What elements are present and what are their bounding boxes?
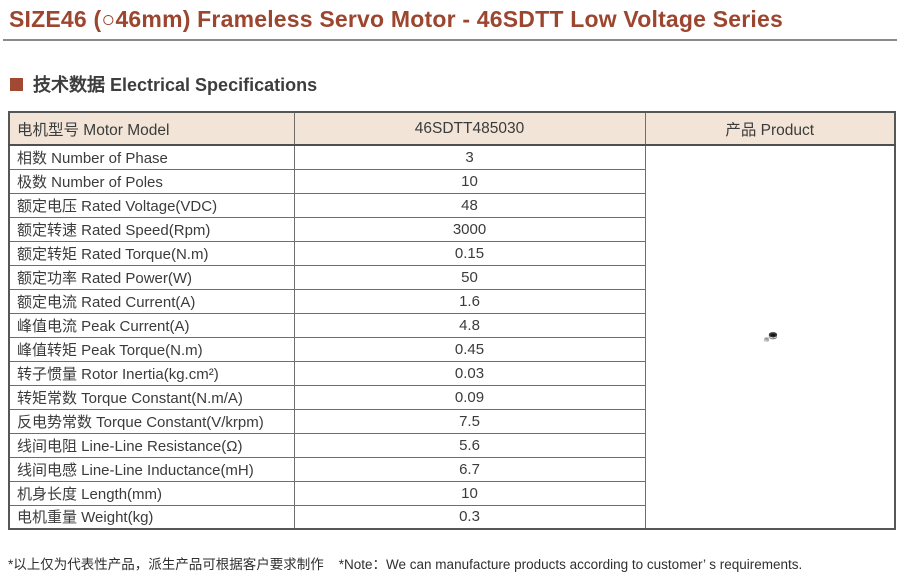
spec-row: 峰值转矩 Peak Torque(N.m) 0.45 [8,336,895,362]
spec-value: 10 [293,168,646,194]
spec-value: 0.09 [293,384,646,410]
spec-label: 额定转速 Rated Speed(Rpm) [8,216,295,242]
spec-value: 5.6 [293,432,646,458]
spec-label: 机身长度 Length(mm) [8,480,295,506]
spec-row: 机身长度 Length(mm) 10 [8,480,895,506]
product-image-cell [644,144,896,530]
spec-value: 0.3 [293,504,646,530]
spec-row: 额定转速 Rated Speed(Rpm) 3000 [8,216,895,242]
spec-value: 3 [293,144,646,170]
page-title: SIZE46 (○46mm) Frameless Servo Motor - 4… [9,6,784,32]
spec-value: 3000 [293,216,646,242]
spec-row: 线间电阻 Line-Line Resistance(Ω) 5.6 [8,432,895,458]
spec-row: 线间电感 Line-Line Inductance(mH) 6.7 [8,456,895,482]
spec-value: 1.6 [293,288,646,314]
product-photo-motor-stator-rotor [763,332,777,343]
spec-label: 极数 Number of Poles [8,168,295,194]
footnote: *以上仅为代表性产品，派生产品可根据客户要求制作 *Note：We can man… [8,553,802,573]
section-heading: 技术数据 Electrical Specifications [10,71,317,97]
spec-value: 50 [293,264,646,290]
spec-value: 0.45 [293,336,646,362]
spec-label: 电机重量 Weight(kg) [8,504,295,530]
spec-label: 峰值转矩 Peak Torque(N.m) [8,336,295,362]
spec-value: 4.8 [293,312,646,338]
spec-row: 额定电压 Rated Voltage(VDC) 48 [8,192,895,218]
spec-row: 额定转矩 Rated Torque(N.m) 0.15 [8,240,895,266]
spec-label: 额定转矩 Rated Torque(N.m) [8,240,295,266]
spec-label: 转子惯量 Rotor Inertia(kg.cm²) [8,360,295,386]
spec-label: 转矩常数 Torque Constant(N.m/A) [8,384,295,410]
column-header-product: 产品 Product [644,111,896,146]
spec-value: 0.15 [293,240,646,266]
spec-label: 线间电感 Line-Line Inductance(mH) [8,456,295,482]
spec-value: 6.7 [293,456,646,482]
column-header-motor-model: 电机型号 Motor Model [8,111,295,146]
table-header-row: 电机型号 Motor Model 46SDTT485030 产品 Product [8,111,896,146]
spec-row: 额定功率 Rated Power(W) 50 [8,264,895,290]
spec-label: 峰值电流 Peak Current(A) [8,312,295,338]
footnote-chinese: *以上仅为代表性产品，派生产品可根据客户要求制作 [8,557,324,572]
column-header-model-number: 46SDTT485030 [293,111,646,146]
spec-value: 0.03 [293,360,646,386]
footnote-english: *Note：We can manufacture products accord… [338,557,803,572]
spec-label: 额定电压 Rated Voltage(VDC) [8,192,295,218]
spec-row: 极数 Number of Poles 10 [8,168,895,194]
section-bullet-icon [10,77,23,91]
spec-label: 相数 Number of Phase [8,144,295,170]
spec-label: 额定功率 Rated Power(W) [8,264,295,290]
section-heading-label: 技术数据 Electrical Specifications [33,75,318,95]
spec-value: 7.5 [293,408,646,434]
spec-value: 48 [293,192,646,218]
spec-value: 10 [293,480,646,506]
spec-row: 转子惯量 Rotor Inertia(kg.cm²) 0.03 [8,360,895,386]
spec-row: 峰值电流 Peak Current(A) 4.8 [8,312,895,338]
spec-row: 相数 Number of Phase 3 [8,144,896,530]
spec-label: 反电势常数 Torque Constant(V/krpm) [8,408,295,434]
spec-label: 线间电阻 Line-Line Resistance(Ω) [8,432,295,458]
spec-row: 电机重量 Weight(kg) 0.3 [8,504,895,530]
spec-label: 额定电流 Rated Current(A) [8,288,295,314]
electrical-specifications-table: 电机型号 Motor Model 46SDTT485030 产品 Product… [8,111,896,530]
title-divider [3,39,897,41]
